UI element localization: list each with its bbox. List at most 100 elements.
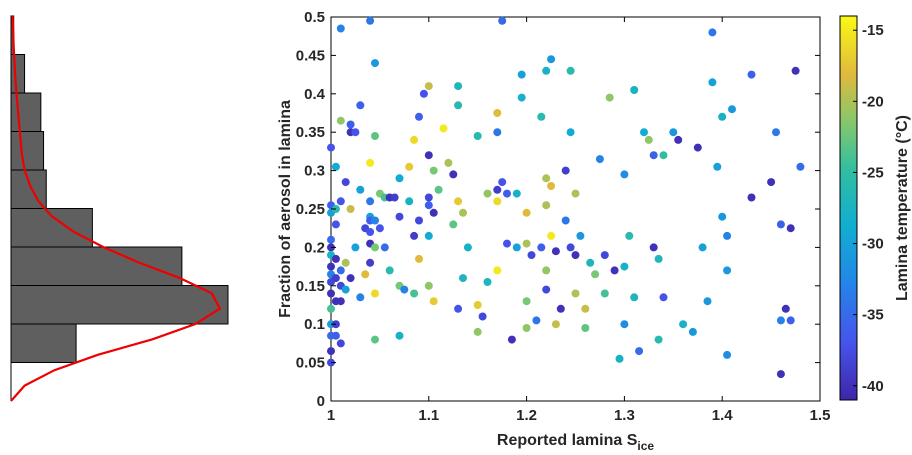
scatter-point [512,243,521,252]
scatter-point [708,28,717,37]
scatter-point [331,220,340,229]
scatter-point [346,120,355,129]
x-tick-label: 1.5 [810,407,831,424]
scatter-point [351,243,360,252]
scatter-point [718,212,727,221]
scatter-point [366,158,375,167]
scatter-point [723,350,732,359]
scatter-point [429,297,438,306]
colorbar-tick-label: -20 [862,93,884,110]
scatter-point [674,135,683,144]
scatter-point [327,289,335,298]
scatter-point [522,324,531,332]
y-tick-label: 0.3 [304,163,325,180]
scatter-point [630,293,639,302]
scatter-point [449,170,458,179]
scatter-point [527,251,536,260]
scatter-point [776,316,785,325]
histogram-bar [10,208,93,248]
scatter-point [449,220,458,229]
scatter-point [605,93,614,102]
x-tick-label: 1 [327,407,335,424]
scatter-point [542,285,551,294]
scatter-point [429,166,438,175]
scatter-point [522,239,531,248]
scatter-point [424,151,433,160]
scatter-point [796,162,805,171]
scatter-point [415,112,423,121]
scatter-point [517,93,526,102]
scatter-point [366,16,375,25]
y-tick-label: 0.05 [296,355,325,372]
histogram-panel [10,15,229,402]
scatter-point [767,178,776,187]
scatter-point [576,231,585,240]
scatter-point [586,258,595,267]
scatter-point [620,170,629,179]
scatter-point [556,304,565,313]
scatter-point [463,243,472,252]
histogram-bar [10,246,183,286]
scatter-point [361,270,370,279]
scatter-point [522,208,531,217]
scatter-point [341,178,350,187]
scatter-point [791,66,800,75]
scatter-point [375,224,384,233]
scatter-point [478,312,487,321]
scatter-point [571,289,580,298]
x-tick-label: 1.2 [516,407,537,424]
y-tick-label: 0.35 [296,124,325,141]
scatter-point [547,55,556,64]
scatter-point [542,266,551,275]
scatter-point [336,197,345,206]
scatter-point [537,243,546,252]
scatter-point [371,132,379,140]
scatter-point [366,197,375,206]
scatter-point [723,231,732,240]
scatter-point [649,243,658,252]
scatter-point [424,281,433,290]
scatter-point [405,162,414,171]
scatter-point [483,189,492,198]
scatter-point [561,166,570,175]
x-tick-label: 1.1 [418,407,439,424]
y-tick-label: 0.1 [304,316,325,333]
scatter-point [380,243,389,252]
scatter-point [424,231,433,240]
scatter-point [630,86,639,94]
scatter-point [366,228,375,236]
scatter-point [669,128,678,137]
scatter-point [776,370,785,379]
colorbar-tick-label: -25 [862,164,884,181]
scatter-point [341,258,350,267]
scatter-point [571,189,580,198]
scatter-point [459,208,467,217]
scatter-point [659,293,668,302]
scatter-point [327,347,335,356]
scatter-point [654,254,663,263]
scatter-point [571,251,580,260]
scatter-point [366,258,375,267]
scatter-point [346,274,355,283]
histogram-bar [10,92,42,132]
scatter-point [415,254,423,263]
scatter-point [336,297,345,306]
scatter-point [698,243,707,252]
scatter-point [454,82,463,91]
scatter-point [336,24,345,33]
scatter-point [542,174,551,183]
y-tick-label: 0.15 [296,278,325,295]
histogram-bar [10,54,26,94]
plot-area [330,16,821,402]
colorbar-tick-label: -15 [862,22,884,39]
scatter-point [561,216,570,225]
scatter-point [781,304,790,313]
scatter-point [600,251,609,260]
scatter-point [405,197,414,206]
y-tick-label: 0.2 [304,239,325,256]
scatter-point [327,304,335,313]
scatter-point [429,208,438,217]
scatter-point [371,243,379,252]
scatter-point [532,316,541,325]
